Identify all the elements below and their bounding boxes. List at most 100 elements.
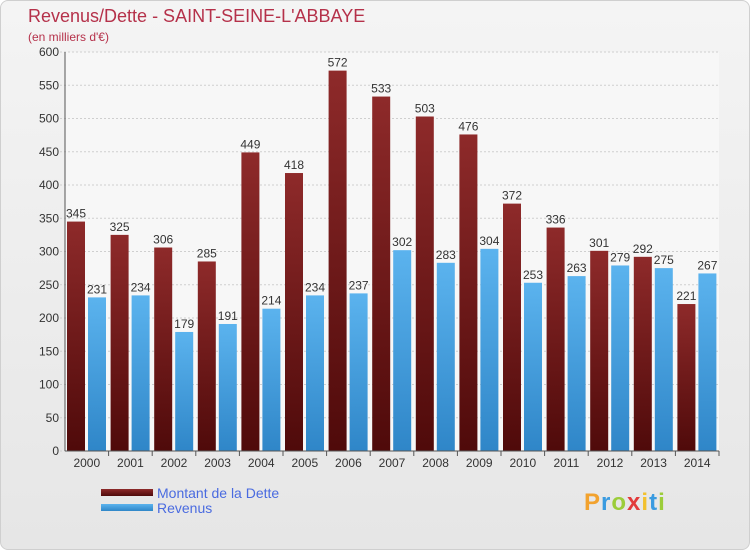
- data-label-debt: 285: [197, 246, 217, 260]
- data-label-debt: 221: [676, 289, 696, 303]
- x-tick-label: 2006: [335, 456, 362, 470]
- legend-swatch-debt: [101, 489, 153, 496]
- brand-letter: x: [627, 489, 642, 516]
- bar-revenus: [175, 331, 194, 451]
- brand-letter: r: [601, 489, 612, 516]
- bar-revenus: [262, 308, 281, 451]
- data-label-revenus: 302: [392, 235, 412, 249]
- data-label-revenus: 253: [523, 268, 543, 282]
- y-tick-label: 450: [39, 145, 59, 159]
- proxiti-logo: Proxiti: [584, 489, 666, 517]
- bar-revenus: [88, 297, 106, 451]
- bar-debt: [372, 96, 391, 452]
- chart-subtitle: (en milliers d'€): [28, 30, 109, 44]
- x-tick-label: 2010: [509, 456, 536, 470]
- data-label-revenus: 179: [174, 317, 194, 331]
- y-tick-label: 550: [39, 78, 59, 92]
- data-label-revenus: 275: [654, 253, 674, 267]
- brand-letter: i: [658, 489, 666, 516]
- bar-revenus: [698, 273, 717, 451]
- data-label-debt: 533: [371, 82, 391, 96]
- y-tick-label: 500: [39, 112, 59, 126]
- bar-revenus: [480, 248, 499, 451]
- bar-revenus: [524, 282, 542, 451]
- data-label-debt: 301: [589, 236, 609, 250]
- data-label-debt: 345: [66, 207, 86, 221]
- data-label-debt: 325: [110, 220, 130, 234]
- legend-label-debt: Montant de la Dette: [157, 485, 280, 501]
- y-tick-label: 50: [46, 411, 60, 425]
- chart-title: Revenus/Dette - SAINT-SEINE-L'ABBAYE: [28, 6, 366, 26]
- data-label-debt: 503: [415, 102, 435, 116]
- bar-revenus: [654, 268, 673, 451]
- bar-revenus: [306, 295, 324, 451]
- bar-revenus: [349, 293, 368, 451]
- bar-revenus: [131, 295, 150, 451]
- bar-revenus: [436, 262, 455, 451]
- data-label-debt: 572: [328, 56, 348, 70]
- brand-letter: t: [649, 489, 659, 516]
- data-label-debt: 449: [240, 137, 260, 151]
- bar-debt: [590, 250, 609, 451]
- bar-debt: [241, 152, 260, 452]
- data-label-revenus: 234: [305, 280, 325, 294]
- bar-debt: [677, 304, 696, 451]
- data-label-debt: 476: [458, 119, 478, 133]
- bar-revenus: [611, 265, 630, 451]
- y-tick-label: 350: [39, 211, 59, 225]
- data-label-revenus: 304: [479, 234, 499, 248]
- x-tick-label: 2011: [553, 456, 579, 470]
- bar-revenus: [567, 276, 586, 451]
- x-tick-label: 2005: [291, 456, 318, 470]
- data-label-debt: 336: [546, 213, 566, 227]
- data-label-debt: 372: [502, 189, 522, 203]
- data-label-revenus: 279: [610, 250, 630, 264]
- bar-debt: [67, 221, 85, 451]
- data-label-revenus: 214: [261, 294, 281, 308]
- y-tick-label: 250: [39, 278, 59, 292]
- y-tick-label: 100: [39, 378, 59, 392]
- bar-debt: [546, 227, 565, 451]
- data-label-revenus: 263: [567, 261, 587, 275]
- data-label-revenus: 234: [131, 280, 151, 294]
- data-label-debt: 418: [284, 158, 304, 172]
- bar-debt: [110, 234, 129, 451]
- y-tick-label: 400: [39, 178, 59, 192]
- data-label-revenus: 267: [697, 258, 717, 272]
- x-tick-label: 2008: [422, 456, 449, 470]
- x-tick-label: 2000: [73, 456, 100, 470]
- bar-debt: [633, 256, 652, 451]
- data-label-revenus: 191: [218, 309, 238, 323]
- bar-debt: [285, 173, 303, 451]
- data-label-revenus: 237: [349, 278, 369, 292]
- x-tick-label: 2002: [161, 456, 188, 470]
- data-label-debt: 306: [153, 233, 173, 247]
- x-tick-label: 2004: [248, 456, 275, 470]
- bar-debt: [459, 134, 478, 451]
- x-tick-label: 2013: [640, 456, 667, 470]
- x-tick-label: 2014: [684, 456, 711, 470]
- x-tick-label: 2012: [597, 456, 624, 470]
- bar-debt: [415, 116, 434, 451]
- brand-letter: o: [611, 489, 628, 516]
- bar-debt: [328, 70, 347, 452]
- bar-revenus: [393, 250, 412, 451]
- y-tick-label: 300: [39, 245, 59, 259]
- data-label-revenus: 283: [436, 248, 456, 262]
- data-label-debt: 292: [633, 242, 653, 256]
- data-label-revenus: 231: [87, 282, 107, 296]
- x-tick-label: 2001: [117, 456, 144, 470]
- y-tick-label: 600: [39, 45, 59, 59]
- y-tick-label: 150: [39, 344, 59, 358]
- x-tick-label: 2009: [466, 456, 493, 470]
- y-tick-label: 200: [39, 311, 59, 325]
- bar-revenus: [218, 323, 237, 451]
- x-tick-label: 2003: [204, 456, 231, 470]
- legend-swatch-revenus: [101, 504, 153, 511]
- bar-debt: [197, 261, 216, 451]
- y-tick-label: 0: [52, 444, 59, 458]
- bar-debt: [154, 247, 173, 451]
- bar-debt: [503, 203, 521, 451]
